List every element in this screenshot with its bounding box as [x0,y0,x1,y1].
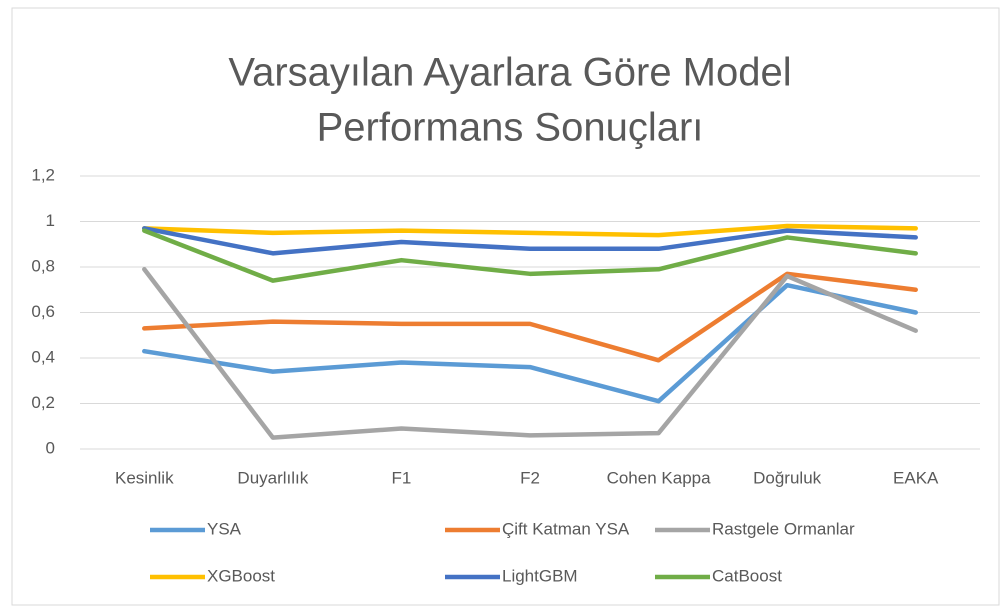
x-tick-label: F2 [520,468,540,487]
data-line [142,226,918,256]
legend-label: CatBoost [712,566,782,585]
x-tick-label: Cohen Kappa [607,468,712,487]
legend-label: Çift Katman YSA [502,519,630,538]
data-line [142,223,918,238]
legend-label: LightGBM [502,566,578,585]
x-tick-label: Doğruluk [753,468,822,487]
data-line [142,228,918,283]
data-line [142,282,918,404]
y-tick-label: 0,4 [31,347,55,366]
y-tick-label: 0 [46,438,55,457]
y-tick-label: 0,6 [31,302,55,321]
chart-title: Performans Sonuçları [317,106,704,150]
data-line [142,267,918,440]
data-line [142,271,918,363]
x-tick-label: F1 [392,468,412,487]
y-tick-label: 0,8 [31,256,55,275]
x-tick-label: EAKA [893,468,939,487]
chart-border [11,7,1000,606]
x-tick-label: Duyarlılık [237,468,308,487]
y-tick-label: 1,2 [31,165,55,184]
y-tick-label: 0,2 [31,393,55,412]
legend-label: YSA [207,519,242,538]
x-tick-label: Kesinlik [115,468,174,487]
y-tick-label: 1 [46,211,55,230]
legend-label: Rastgele Ormanlar [712,519,855,538]
legend-label: XGBoost [207,566,275,585]
chart-title: Varsayılan Ayarlara Göre Model [228,51,791,95]
